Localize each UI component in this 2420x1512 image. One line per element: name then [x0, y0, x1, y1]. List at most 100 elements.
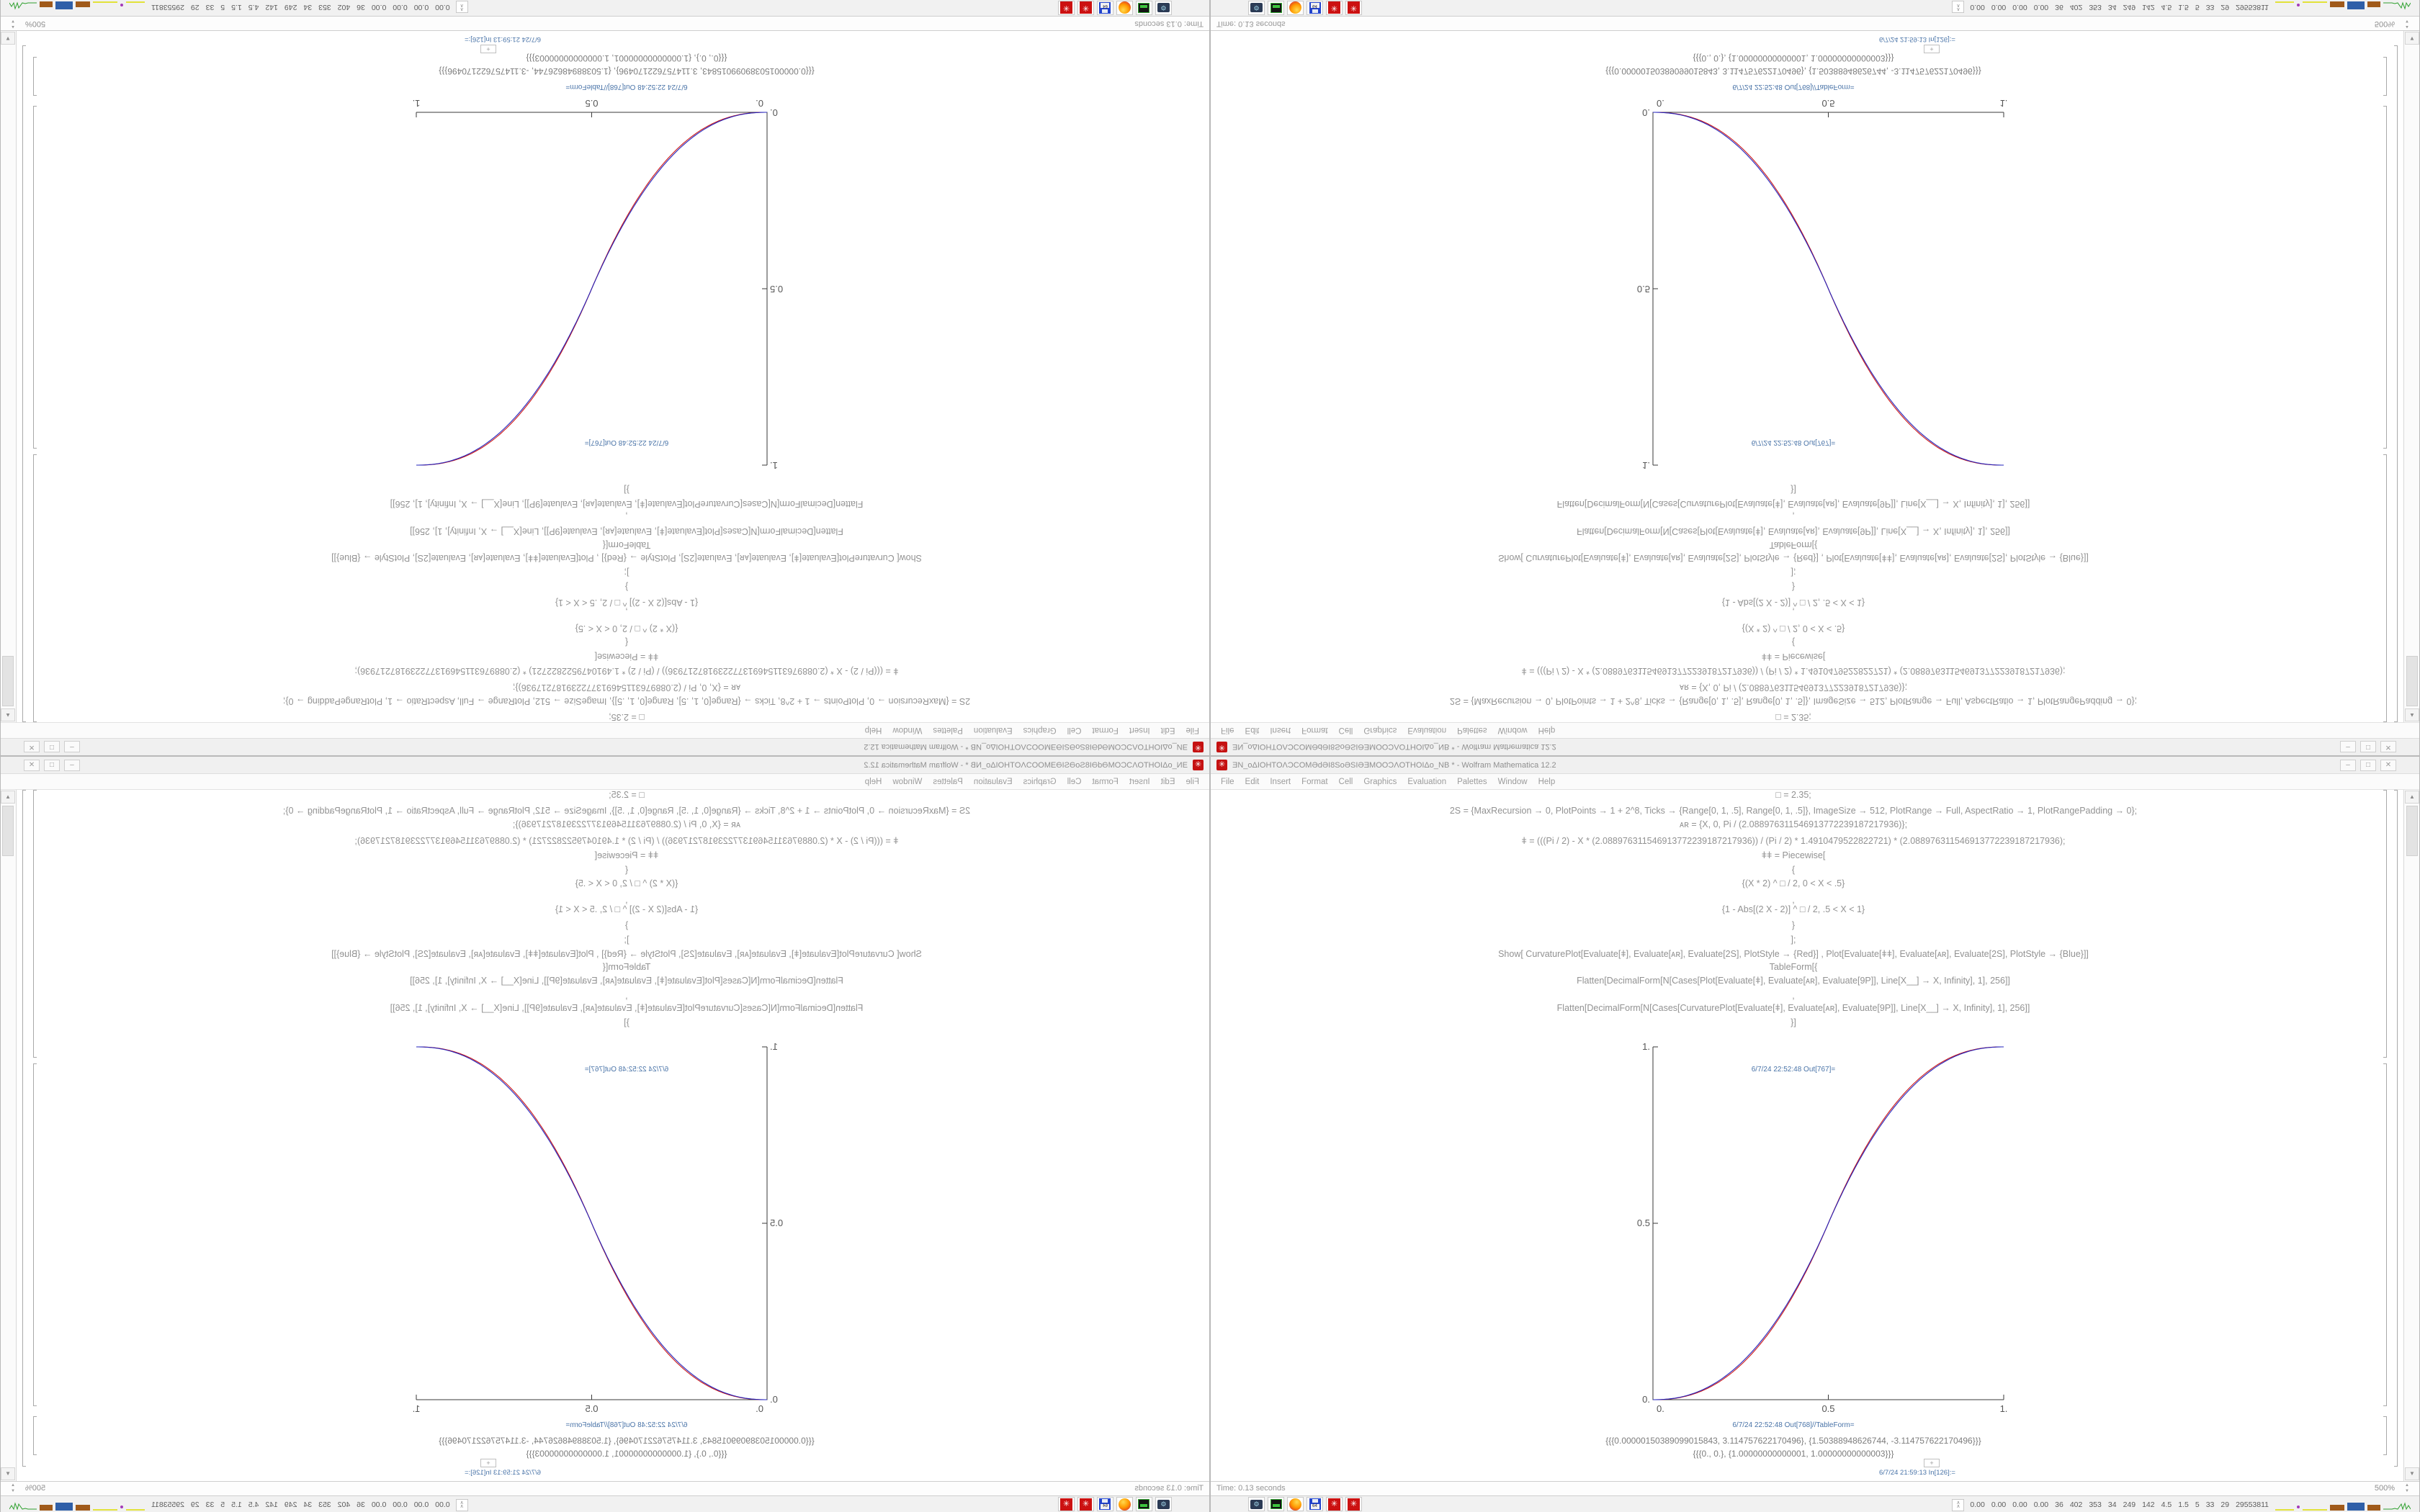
zoom-up-icon[interactable]: ▲: [11, 24, 15, 29]
menu-item[interactable]: File: [1186, 726, 1199, 735]
menu-item[interactable]: Format: [1301, 726, 1328, 735]
code-line[interactable]: {: [624, 865, 629, 875]
cell-bracket-tableform-output[interactable]: [33, 57, 37, 96]
menu-item[interactable]: Help: [864, 726, 882, 735]
notebook-content[interactable]: □ = 2.35; 2S = {MaxRecursion → 0, PlotPo…: [1211, 31, 2419, 722]
menu-item[interactable]: Window: [1497, 726, 1528, 735]
zoom-down-icon[interactable]: ▼: [11, 19, 15, 23]
code-line[interactable]: }: [1791, 920, 1796, 930]
menu-item[interactable]: Help: [1538, 777, 1556, 786]
floppy-64-icon[interactable]: 64: [1097, 1497, 1113, 1511]
code-line[interactable]: Flatten[DecimalForm[N[Cases[CurvaturePlo…: [390, 499, 864, 509]
firefox-icon[interactable]: [1116, 1497, 1133, 1511]
menu-item[interactable]: Evaluation: [973, 726, 1013, 735]
zoom-stepper-icon[interactable]: ▲ ▼: [11, 18, 15, 30]
zoom-stepper-icon[interactable]: ▲ ▼: [11, 1482, 15, 1494]
scroll-down-icon[interactable]: ▼: [1, 1467, 15, 1480]
cell-bracket-group[interactable]: [2394, 45, 2398, 722]
scroll-down-icon[interactable]: ▼: [1, 32, 15, 45]
code-line[interactable]: TableForm[{: [1769, 540, 1818, 550]
code-line[interactable]: ᴀʀ = {X, 0, Pi / (2.08897631154691377223…: [1679, 819, 1908, 829]
scroll-down-icon[interactable]: ▼: [2405, 1467, 2419, 1480]
menu-item[interactable]: Format: [1092, 726, 1119, 735]
code-line[interactable]: ,: [625, 895, 628, 905]
mathematica-icon[interactable]: ✳: [1345, 1497, 1362, 1511]
code-line[interactable]: ];: [624, 567, 629, 577]
notebook-content[interactable]: □ = 2.35; 2S = {MaxRecursion → 0, PlotPo…: [1, 790, 1209, 1481]
cell-bracket-group[interactable]: [22, 45, 26, 722]
vertical-scrollbar[interactable]: ▲ ▼: [1, 790, 17, 1481]
code-line[interactable]: ];: [1791, 567, 1796, 577]
code-line[interactable]: {1 - Abs[(2 X - 2)] ^ □ / 2, .5 < X < 1}: [555, 904, 699, 914]
window-titlebar[interactable]: ✳ ƎN_ᴏΔIOHTOΛƆCOMƏdƏI8SᴏƏSIƏƎMOOƆΛOTHOIΔ…: [1, 738, 1209, 755]
code-line[interactable]: ǂǂ = Piecewise[: [1761, 850, 1826, 860]
tray-expander-icon[interactable]: ∧ ∧: [455, 1, 468, 14]
code-line[interactable]: ];: [1791, 935, 1796, 945]
zoom-level[interactable]: 500%: [25, 1484, 46, 1493]
scrollbar-thumb[interactable]: [2406, 806, 2418, 856]
mathematica-kernel-icon[interactable]: ✳: [1326, 1497, 1343, 1511]
close-button[interactable]: ✕: [2380, 760, 2396, 771]
minimize-button[interactable]: –: [64, 741, 80, 752]
code-line[interactable]: ,: [625, 607, 628, 617]
code-line[interactable]: }]: [1791, 1017, 1796, 1027]
code-line[interactable]: TableForm[{: [602, 962, 651, 972]
disk-tool-icon[interactable]: [1136, 1497, 1152, 1511]
menu-item[interactable]: Graphics: [1363, 726, 1397, 735]
tray-expander-icon[interactable]: ∧ ∧: [1952, 1498, 1965, 1511]
menu-item[interactable]: Help: [864, 777, 882, 786]
menu-item[interactable]: Cell: [1067, 726, 1082, 735]
code-line[interactable]: {1 - Abs[(2 X - 2)] ^ □ / 2, .5 < X < 1}: [555, 598, 699, 608]
scrollbar-thumb[interactable]: [2, 806, 14, 856]
mathematica-icon[interactable]: ✳: [1058, 1497, 1075, 1511]
zoom-down-icon[interactable]: ▼: [11, 1489, 15, 1493]
mathematica-kernel-icon[interactable]: ✳: [1077, 1497, 1094, 1511]
zoom-level[interactable]: 500%: [25, 19, 46, 28]
code-line[interactable]: 2S = {MaxRecursion → 0, PlotPoints → 1 +…: [282, 806, 971, 816]
zoom-stepper-icon[interactable]: ▲ ▼: [2405, 18, 2409, 30]
menu-item[interactable]: Insert: [1129, 726, 1150, 735]
code-line[interactable]: Show[ CurvaturePlot[Evaluate[ǂ], Evaluat…: [331, 949, 922, 959]
zoom-stepper-icon[interactable]: ▲ ▼: [2405, 1482, 2409, 1494]
code-line[interactable]: ];: [624, 935, 629, 945]
menu-item[interactable]: Graphics: [1023, 777, 1057, 786]
code-line[interactable]: ᴀʀ = {X, 0, Pi / (2.08897631154691377223…: [1679, 683, 1908, 693]
menu-item[interactable]: Edit: [1160, 726, 1175, 735]
code-line[interactable]: Show[ CurvaturePlot[Evaluate[ǂ], Evaluat…: [1498, 949, 2089, 959]
scroll-up-icon[interactable]: ▲: [1, 708, 15, 721]
cell-bracket-input[interactable]: [33, 454, 37, 722]
notebook-content[interactable]: □ = 2.35; 2S = {MaxRecursion → 0, PlotPo…: [1211, 790, 2419, 1481]
menu-item[interactable]: Palettes: [1457, 777, 1487, 786]
cell-bracket-group[interactable]: [22, 790, 26, 1467]
menu-item[interactable]: Evaluation: [973, 777, 1013, 786]
tray-expander-icon[interactable]: ∧ ∧: [1952, 1, 1965, 14]
code-line[interactable]: ᴀʀ = {X, 0, Pi / (2.08897631154691377223…: [512, 819, 741, 829]
cell-bracket-plot-output[interactable]: [33, 106, 37, 449]
mathematica-kernel-icon[interactable]: ✳: [1326, 1, 1343, 15]
menu-item[interactable]: Help: [1538, 726, 1556, 735]
code-line[interactable]: □ = 2.35;: [1775, 712, 1811, 722]
scroll-down-icon[interactable]: ▼: [2405, 32, 2419, 45]
mathematica-kernel-icon[interactable]: ✳: [1077, 1, 1094, 15]
code-line[interactable]: {(X * 2) ^ □ / 2, 0 < X < .5}: [575, 624, 678, 634]
minimize-button[interactable]: –: [64, 760, 80, 771]
code-line[interactable]: Flatten[DecimalForm[N[Cases[Plot[Evaluat…: [410, 526, 843, 536]
code-line[interactable]: □ = 2.35;: [1775, 790, 1811, 800]
code-line[interactable]: 2S = {MaxRecursion → 0, PlotPoints → 1 +…: [1449, 696, 2138, 706]
maximize-button[interactable]: □: [44, 760, 60, 771]
cell-bracket-tableform-output[interactable]: [2383, 57, 2387, 96]
menu-item[interactable]: Insert: [1129, 777, 1150, 786]
code-line[interactable]: ,: [1792, 511, 1795, 521]
zoom-level[interactable]: 500%: [2374, 1484, 2395, 1493]
code-line[interactable]: ᴀʀ = {X, 0, Pi / (2.08897631154691377223…: [512, 683, 741, 693]
code-line[interactable]: Show[ CurvaturePlot[Evaluate[ǂ], Evaluat…: [1498, 553, 2089, 563]
menu-item[interactable]: File: [1221, 726, 1234, 735]
cell-bracket-input[interactable]: [2383, 454, 2387, 722]
cell-bracket-group[interactable]: [2394, 790, 2398, 1467]
notebook-content[interactable]: □ = 2.35; 2S = {MaxRecursion → 0, PlotPo…: [1, 31, 1209, 722]
code-line[interactable]: {1 - Abs[(2 X - 2)] ^ □ / 2, .5 < X < 1}: [1721, 904, 1865, 914]
vertical-scrollbar[interactable]: ▲ ▼: [1, 31, 17, 722]
code-line[interactable]: ,: [1792, 991, 1795, 1001]
menu-item[interactable]: Edit: [1160, 777, 1175, 786]
code-line[interactable]: ǂ = (((Pi / 2) - X * (2.0889763115469137…: [354, 666, 899, 676]
